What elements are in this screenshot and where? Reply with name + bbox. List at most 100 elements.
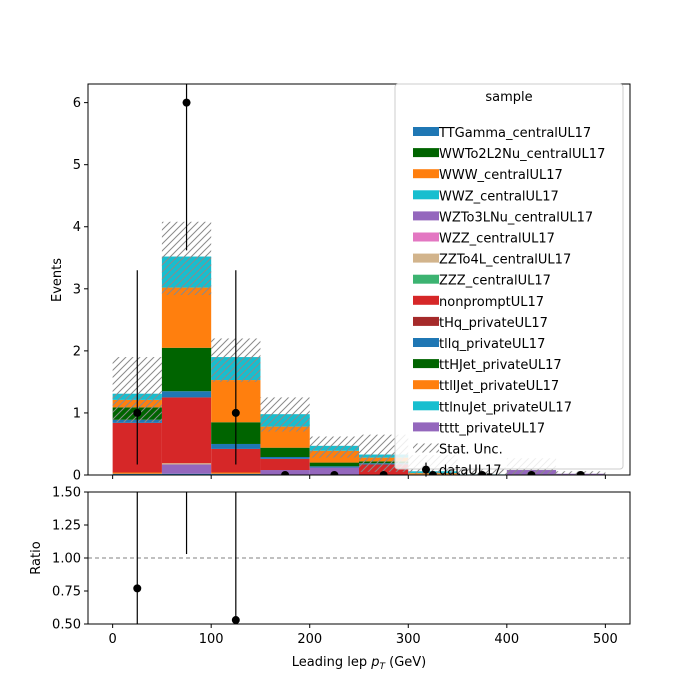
- ratio-panel: 0 100 200 300 400 500 0.50 0.75 1.00 1.25 1.50 Ra…: [29, 486, 631, 672]
- main-panel: 0 1 2 3 4 5 6 Events: [50, 83, 631, 484]
- legend-swatch-2: [413, 169, 439, 179]
- legend-swatch-8: [413, 295, 439, 305]
- legend-swatch-13: [413, 401, 439, 411]
- data-point-6: [428, 471, 437, 475]
- bar-ZZTo4L_centralUL17-bin-1: [161, 463, 212, 465]
- bar-ttHJet_privateUL17-bin-1: [161, 347, 212, 392]
- ratio-ylabel: Ratio: [29, 541, 44, 574]
- bar-WZTo3LNu_centralUL17-bin-1: [161, 464, 212, 474]
- main-axes-frame: [87, 83, 631, 476]
- bar-tllq_privateUL17-bin-1: [161, 391, 212, 398]
- bar-TTGamma_centralUL17-bin-0: [112, 473, 162, 475]
- legend-label-10: tllq_privateUL17: [439, 337, 545, 352]
- bar-WWW_centralUL17-bin-2: [211, 472, 261, 474]
- legend-swatch-9: [413, 316, 439, 326]
- data-point-1: [182, 98, 191, 107]
- main-y-ticks: 0 1 2 3 4 5 6: [73, 96, 88, 484]
- legend-label-11: ttHJet_privateUL17: [439, 358, 562, 373]
- data-point-3: [281, 471, 290, 475]
- main-x-ticks: [112, 475, 606, 479]
- legend-data-marker: [422, 465, 430, 474]
- main-ytick-label-4: 4: [73, 220, 81, 235]
- legend-label-0: TTGamma_centralUL17: [438, 126, 591, 141]
- stat-unc-bin-3: [260, 397, 310, 432]
- legend-label-8: nonpromptUL17: [439, 295, 544, 310]
- data-point-2: [231, 408, 240, 417]
- ratio-xtick-label-1: 100: [199, 632, 224, 647]
- ratio-xtick-label-4: 400: [494, 632, 519, 647]
- legend-label-data: dataUL17: [439, 464, 502, 479]
- ratio-xlabel: Leading lep pT (GeV): [292, 655, 426, 672]
- ratio-ytick-label-3: 1.25: [52, 519, 81, 534]
- legend-swatch-3: [413, 190, 439, 200]
- bar-nonpromptUL17-bin-1: [161, 397, 212, 464]
- bar-TTGamma_centralUL17-bin-1: [161, 473, 212, 475]
- bar-nonpromptUL17-bin-3: [260, 458, 310, 471]
- stat-unc-bin-4: [309, 436, 359, 458]
- bar-ttHJet_privateUL17-bin-4: [309, 462, 359, 467]
- legend-swatch-6: [413, 253, 439, 263]
- ratio-xtick-label-2: 200: [297, 632, 322, 647]
- main-ytick-label-6: 6: [73, 96, 81, 111]
- data-point-4: [330, 471, 339, 475]
- ratio-x-ticks: 0 100 200 300 400 500: [108, 624, 618, 647]
- legend-label-12: ttllJet_privateUL17: [439, 379, 559, 394]
- ratio-xtick-label-5: 500: [593, 632, 618, 647]
- legend-swatch-11: [413, 359, 439, 369]
- data-points: [133, 84, 585, 475]
- ratio-axes-frame: [87, 491, 631, 625]
- main-ytick-label-5: 5: [73, 158, 81, 173]
- ratio-xtick-label-3: 300: [396, 632, 421, 647]
- main-ytick-label-1: 1: [73, 406, 81, 421]
- main-ylabel: Events: [50, 258, 65, 302]
- bar-TTGamma_centralUL17-bin-2: [211, 473, 261, 475]
- legend: sample TTGamma_centralUL17 WWTo2L2Nu_cent…: [394, 83, 624, 479]
- bar-tllq_privateUL17-bin-3: [260, 457, 310, 459]
- bar-WWW_centralUL17-bin-0: [112, 472, 162, 474]
- main-ytick-label-0: 0: [73, 469, 81, 484]
- ratio-ytick-label-1: 0.75: [52, 585, 81, 600]
- ratio-ytick-label-4: 1.50: [52, 486, 81, 501]
- legend-swatch-stat-unc: [413, 443, 439, 453]
- ratio-points: [133, 492, 240, 624]
- legend-label-4: WZTo3LNu_centralUL17: [439, 210, 593, 225]
- ratio-point-0: [133, 584, 142, 593]
- ratio-y-ticks: 0.50 0.75 1.00 1.25 1.50: [52, 486, 88, 633]
- legend-swatch-0: [413, 127, 439, 136]
- legend-swatch-14: [413, 422, 439, 432]
- legend-items: TTGamma_centralUL17 WWTo2L2Nu_centralUL17…: [413, 126, 605, 479]
- data-point-8: [527, 471, 536, 475]
- data-point-5: [379, 471, 388, 475]
- legend-swatch-1: [413, 148, 439, 158]
- main-ytick-label-3: 3: [73, 282, 81, 297]
- main-ytick-label-2: 2: [73, 344, 81, 359]
- data-point-9: [576, 471, 585, 475]
- legend-label-13: ttlnuJet_privateUL17: [439, 400, 572, 415]
- bar-ttHJet_privateUL17-bin-3: [260, 447, 310, 458]
- legend-label-5: WZZ_centralUL17: [439, 232, 555, 247]
- legend-label-14: tttt_privateUL17: [439, 421, 545, 436]
- data-point-0: [133, 408, 142, 417]
- ratio-ytick-label-2: 1.00: [52, 552, 81, 567]
- legend-label-1: WWTo2L2Nu_centralUL17: [439, 147, 605, 162]
- data-point-7: [478, 471, 487, 475]
- legend-frame: [394, 83, 624, 470]
- legend-label-6: ZZTo4L_centralUL17: [439, 253, 571, 268]
- bar-ttllJet_privateUL17-bin-1: [161, 287, 212, 348]
- ratio-ytick-label-0: 0.50: [52, 618, 81, 633]
- legend-swatch-5: [413, 232, 439, 242]
- legend-label-7: ZZZ_centralUL17: [439, 274, 551, 289]
- bar-ttllJet_privateUL17-bin-3: [260, 426, 310, 448]
- ratio-point-1: [231, 616, 240, 624]
- legend-title: sample: [485, 90, 532, 105]
- legend-swatch-12: [413, 380, 439, 390]
- legend-swatch-4: [413, 211, 439, 221]
- legend-label-9: tHq_privateUL17: [439, 316, 548, 331]
- legend-swatch-10: [413, 338, 439, 347]
- ratio-xtick-label-0: 0: [108, 632, 116, 647]
- legend-label-2: WWW_centralUL17: [439, 168, 563, 183]
- legend-swatch-7: [413, 274, 439, 284]
- legend-label-3: WWZ_centralUL17: [439, 189, 559, 204]
- legend-label-stat-unc: Stat. Unc.: [439, 443, 503, 458]
